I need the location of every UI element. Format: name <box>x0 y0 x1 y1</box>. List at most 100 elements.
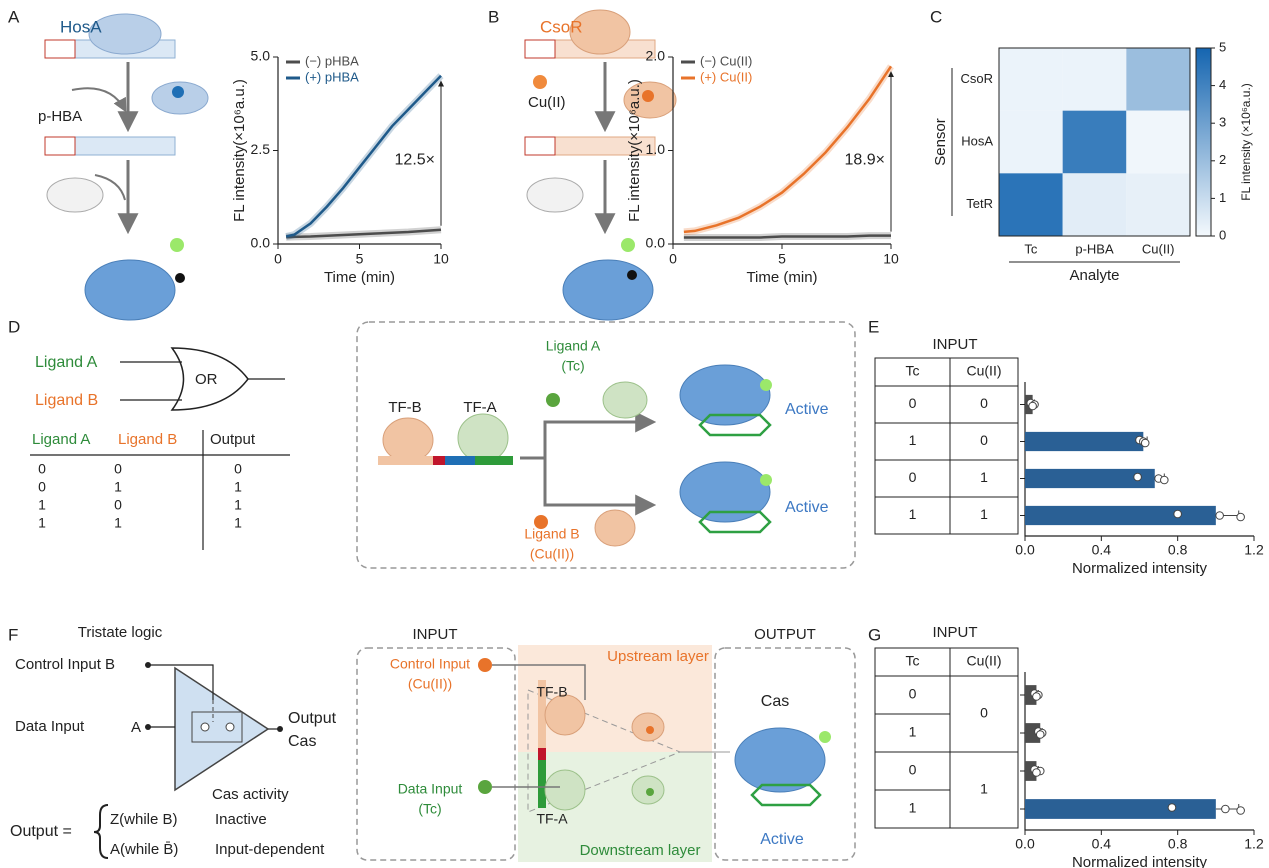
x-tick-label: 1.2 <box>1244 836 1264 852</box>
heatmap-cell <box>1126 48 1190 111</box>
state-label: Active <box>785 401 829 418</box>
table-cell: 1 <box>980 506 988 522</box>
condition: Z(while B) <box>110 811 178 828</box>
table-cell: 0 <box>980 705 988 721</box>
ligand-label: (Tc) <box>561 358 584 374</box>
bar <box>1025 505 1216 526</box>
panel-label: F <box>8 625 18 644</box>
x-tick-label: 1.2 <box>1244 542 1264 558</box>
panel-label: D <box>8 317 20 336</box>
header: INPUT <box>413 626 458 643</box>
input-label: Data Input <box>398 781 463 797</box>
table-header: Cu(II) <box>967 653 1002 669</box>
table-cell: 0 <box>909 395 917 411</box>
input-label: Control Input B <box>15 656 115 673</box>
ligand-label: Cu(II) <box>528 94 566 111</box>
table-cell: 0 <box>38 479 46 495</box>
y-tick-label: 0.0 <box>646 235 666 251</box>
y-tick-label: HosA <box>961 133 993 148</box>
heatmap-cell <box>1062 48 1127 111</box>
heatmap-cell <box>1062 110 1127 174</box>
table-cell: 1 <box>38 515 46 531</box>
condition: A(while B̄) <box>110 841 178 858</box>
table-cell: 0 <box>980 395 988 411</box>
table-cell: 1 <box>234 479 242 495</box>
legend-label: (−) Cu(II) <box>700 53 752 68</box>
cas-label: Cas <box>761 693 789 710</box>
x-axis-label: Normalized intensity <box>1072 560 1208 577</box>
table-cell: 1 <box>980 781 988 797</box>
ligand-label: Ligand A <box>546 338 601 354</box>
table-cell: 1 <box>909 432 917 448</box>
x-tick-label: 5 <box>778 251 786 267</box>
ligand-label: (Cu(II)) <box>530 546 574 562</box>
table-header: Ligand A <box>32 431 90 448</box>
tf-label: TF-A <box>463 399 496 416</box>
y-axis-label: FL intensity(×10⁶a.u.) <box>626 79 643 222</box>
x-tick-label: 10 <box>883 251 899 267</box>
sensor-label: CsoR <box>540 17 583 36</box>
table-header: Cu(II) <box>967 363 1002 379</box>
table-header: Ligand B <box>118 431 177 448</box>
table-cell: 0 <box>909 762 917 778</box>
x-tick-label: 0.0 <box>1015 836 1035 852</box>
tf-label: TF-A <box>536 811 568 827</box>
data-point <box>1221 804 1230 814</box>
panel-label: A <box>8 7 20 26</box>
x-axis-label: Time (min) <box>324 269 395 286</box>
header: Cas activity <box>212 786 289 803</box>
state-label: Active <box>785 499 829 516</box>
activity: Inactive <box>215 811 267 828</box>
legend-label: (+) pHBA <box>305 69 359 84</box>
panel-label: E <box>868 317 879 336</box>
bar <box>1025 799 1216 819</box>
table-border <box>874 647 1019 829</box>
table-cell: 1 <box>909 724 917 740</box>
ligand-label: Ligand B <box>524 526 579 542</box>
heatmap-cell <box>1126 173 1190 236</box>
sensor-label: HosA <box>60 17 102 36</box>
x-tick-label: 0.4 <box>1092 836 1112 852</box>
table-title: INPUT <box>933 624 978 641</box>
gate-label: OR <box>195 371 218 388</box>
panel-label: G <box>868 625 881 644</box>
table-cell: 1 <box>114 479 122 495</box>
colorbar-label: FL intensity (×10⁶a.u.) <box>1239 83 1253 201</box>
table-cell: 1 <box>909 800 917 816</box>
x-tick-label: p-HBA <box>1075 241 1114 256</box>
data-point <box>1035 730 1045 739</box>
circuit-d: TF-B TF-A Ligand A (Tc) Ligand B (Cu(II)… <box>356 321 856 569</box>
colorbar-tick-label: 4 <box>1219 77 1226 92</box>
state-label: Active <box>760 831 804 848</box>
tf-label: TF-B <box>536 684 567 700</box>
data-point <box>1028 401 1037 411</box>
data-point <box>1140 438 1150 448</box>
output-label: Cas <box>288 733 316 750</box>
input-label: Ligand A <box>35 354 98 371</box>
table-cell: 0 <box>909 686 917 702</box>
x-tick-label: 0.0 <box>1015 542 1035 558</box>
tf-label: TF-B <box>388 399 421 416</box>
output-label: Output = <box>10 823 72 840</box>
bar <box>1025 431 1144 452</box>
heatmap-frame <box>998 47 1191 237</box>
heatmap-cell <box>999 110 1063 174</box>
layer-label: Downstream layer <box>580 842 701 859</box>
input-label: Control Input <box>390 656 470 672</box>
diagram-a: HosA p-HBA <box>38 13 209 321</box>
x-axis-label: Time (min) <box>746 269 817 286</box>
heatmap-cell <box>999 48 1063 111</box>
x-tick-label: 0.4 <box>1092 542 1112 558</box>
table-cell: 0 <box>980 432 988 448</box>
axis <box>277 57 441 245</box>
circuit-f: INPUT OUTPUT Control Input (Cu(II)) Data… <box>356 626 856 862</box>
table-header: Output <box>210 431 256 448</box>
table-header: Tc <box>906 653 920 669</box>
colorbar-tick-label: 0 <box>1219 227 1226 242</box>
table-header: Tc <box>906 363 920 379</box>
data-point <box>1167 803 1177 812</box>
y-tick-label: 2.5 <box>251 141 271 157</box>
table-cell: 0 <box>114 497 122 513</box>
data-point <box>1133 472 1142 482</box>
